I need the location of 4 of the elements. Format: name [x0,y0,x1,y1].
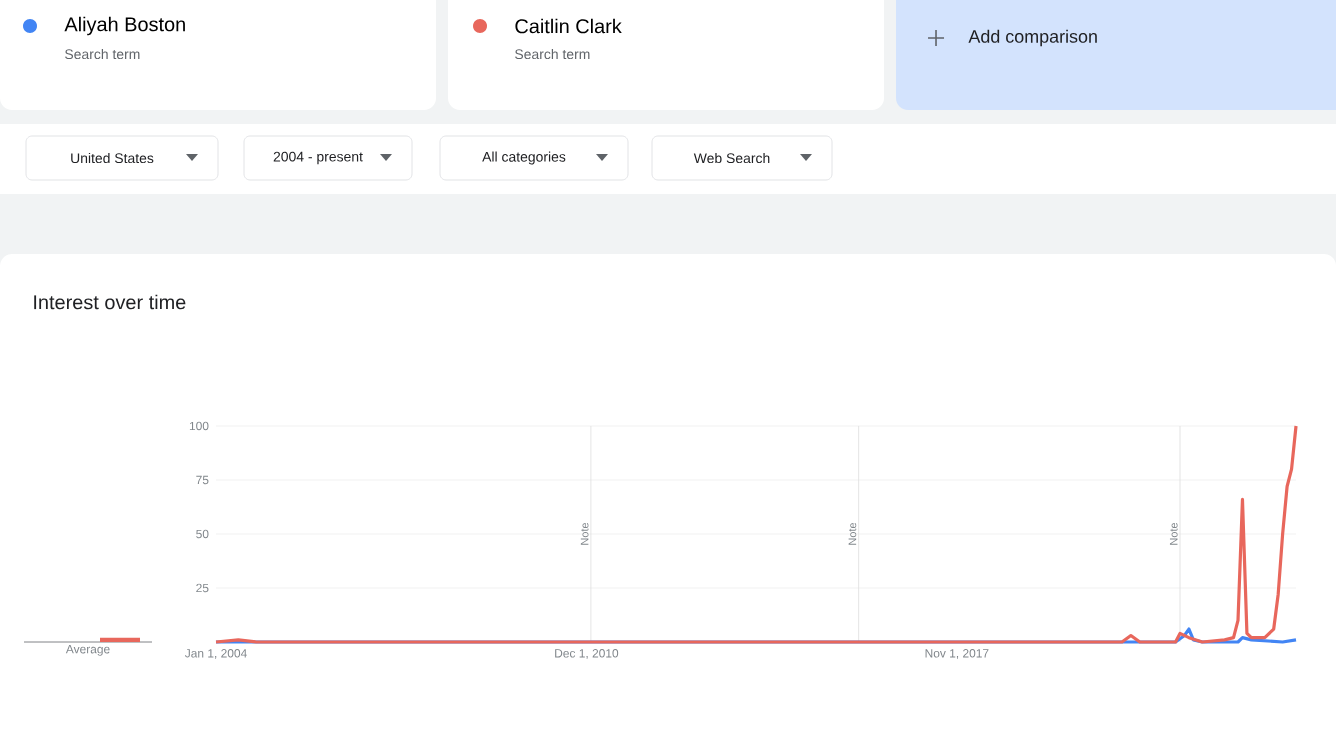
legend-label: Caitlin Clark [515,18,622,34]
text: Add comparison [968,29,1097,47]
legend-label: Aliyah Boston [64,16,185,36]
chart-title: Interest over time [34,294,186,310]
